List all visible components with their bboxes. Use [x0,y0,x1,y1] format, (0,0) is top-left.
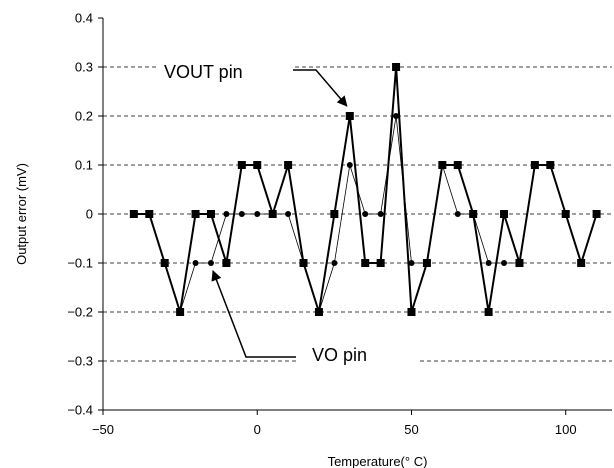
data-point-vout-pin [561,210,570,218]
annotation-arrow-vo-pin [211,270,296,358]
data-point-vo-pin [377,211,384,217]
data-point-vout-pin [361,259,370,267]
y-tick-label: 0.4 [75,11,93,26]
y-tick-label: 0.2 [75,109,93,124]
x-axis-title: Temperature(° C) [328,454,428,468]
y-tick-label: 0.1 [75,158,93,173]
y-tick-label: −0.3 [67,354,93,369]
data-point-vo-pin [454,211,461,217]
data-point-vout-pin [268,210,277,218]
annotation-arrow-vout-pin [293,69,348,107]
data-point-vout-pin [546,161,555,169]
y-tick-label: −0.4 [67,403,93,418]
data-point-vout-pin [253,161,262,169]
y-tick-label: 0 [86,207,93,222]
data-point-vo-pin [393,113,400,119]
annotation-vo-pin: VO pin [312,345,367,365]
data-point-vout-pin [129,210,138,218]
tick-labels: −0.4 −0.3 −0.2 −0.1 0 0.1 0.2 0.3 0.4 −50 0 50 100 [67,11,576,438]
data-point-vout-pin [237,161,246,169]
data-point-vout-pin [422,259,431,267]
data-point-vout-pin [345,112,354,120]
y-axis-title: Output error (mV) [14,163,29,265]
data-point-vout-pin [299,259,308,267]
data-point-vout-pin [453,161,462,169]
data-point-vout-pin [284,161,293,169]
data-point-vo-pin [223,211,230,217]
data-point-vo-pin [501,260,508,266]
annotations: VOUT pin VO pin [164,62,367,365]
series-layer [129,63,601,316]
data-point-vout-pin [530,161,539,169]
data-point-vout-pin [222,259,231,267]
grid-lines [103,66,612,362]
data-point-vo-pin [408,260,415,266]
data-point-vo-pin [207,260,214,266]
series-line-vout-pin [133,66,598,313]
data-point-vout-pin [376,259,385,267]
data-point-vout-pin [577,259,586,267]
x-tick-label: 50 [404,422,418,437]
data-point-vout-pin [484,308,493,316]
data-point-vo-pin [346,162,353,168]
data-point-vout-pin [500,210,509,218]
data-point-vout-pin [469,210,478,218]
data-point-vout-pin [176,308,185,316]
data-point-vout-pin [592,210,601,218]
data-point-vo-pin [331,260,338,266]
data-point-vout-pin [438,161,447,169]
data-point-vout-pin [407,308,416,316]
data-point-vout-pin [392,63,401,71]
annotation-vout-pin: VOUT pin [164,62,243,82]
data-point-vo-pin [485,260,492,266]
data-point-vout-pin [314,308,323,316]
data-point-vo-pin [285,211,292,217]
data-point-vo-pin [238,211,245,217]
x-tick-label: 0 [254,422,261,437]
data-point-vout-pin [330,210,339,218]
axes [98,17,612,415]
data-point-vo-pin [362,211,369,217]
y-tick-label: −0.1 [67,256,93,271]
data-point-vo-pin [254,211,261,217]
x-tick-label: 100 [555,422,577,437]
data-point-vout-pin [191,210,200,218]
data-point-vout-pin [145,210,154,218]
data-point-vo-pin [192,260,199,266]
x-tick-label: −50 [92,422,114,437]
data-point-vout-pin [160,259,169,267]
y-tick-label: 0.3 [75,60,93,75]
data-point-vout-pin [206,210,215,218]
y-tick-label: −0.2 [67,305,93,320]
data-point-vout-pin [515,259,524,267]
